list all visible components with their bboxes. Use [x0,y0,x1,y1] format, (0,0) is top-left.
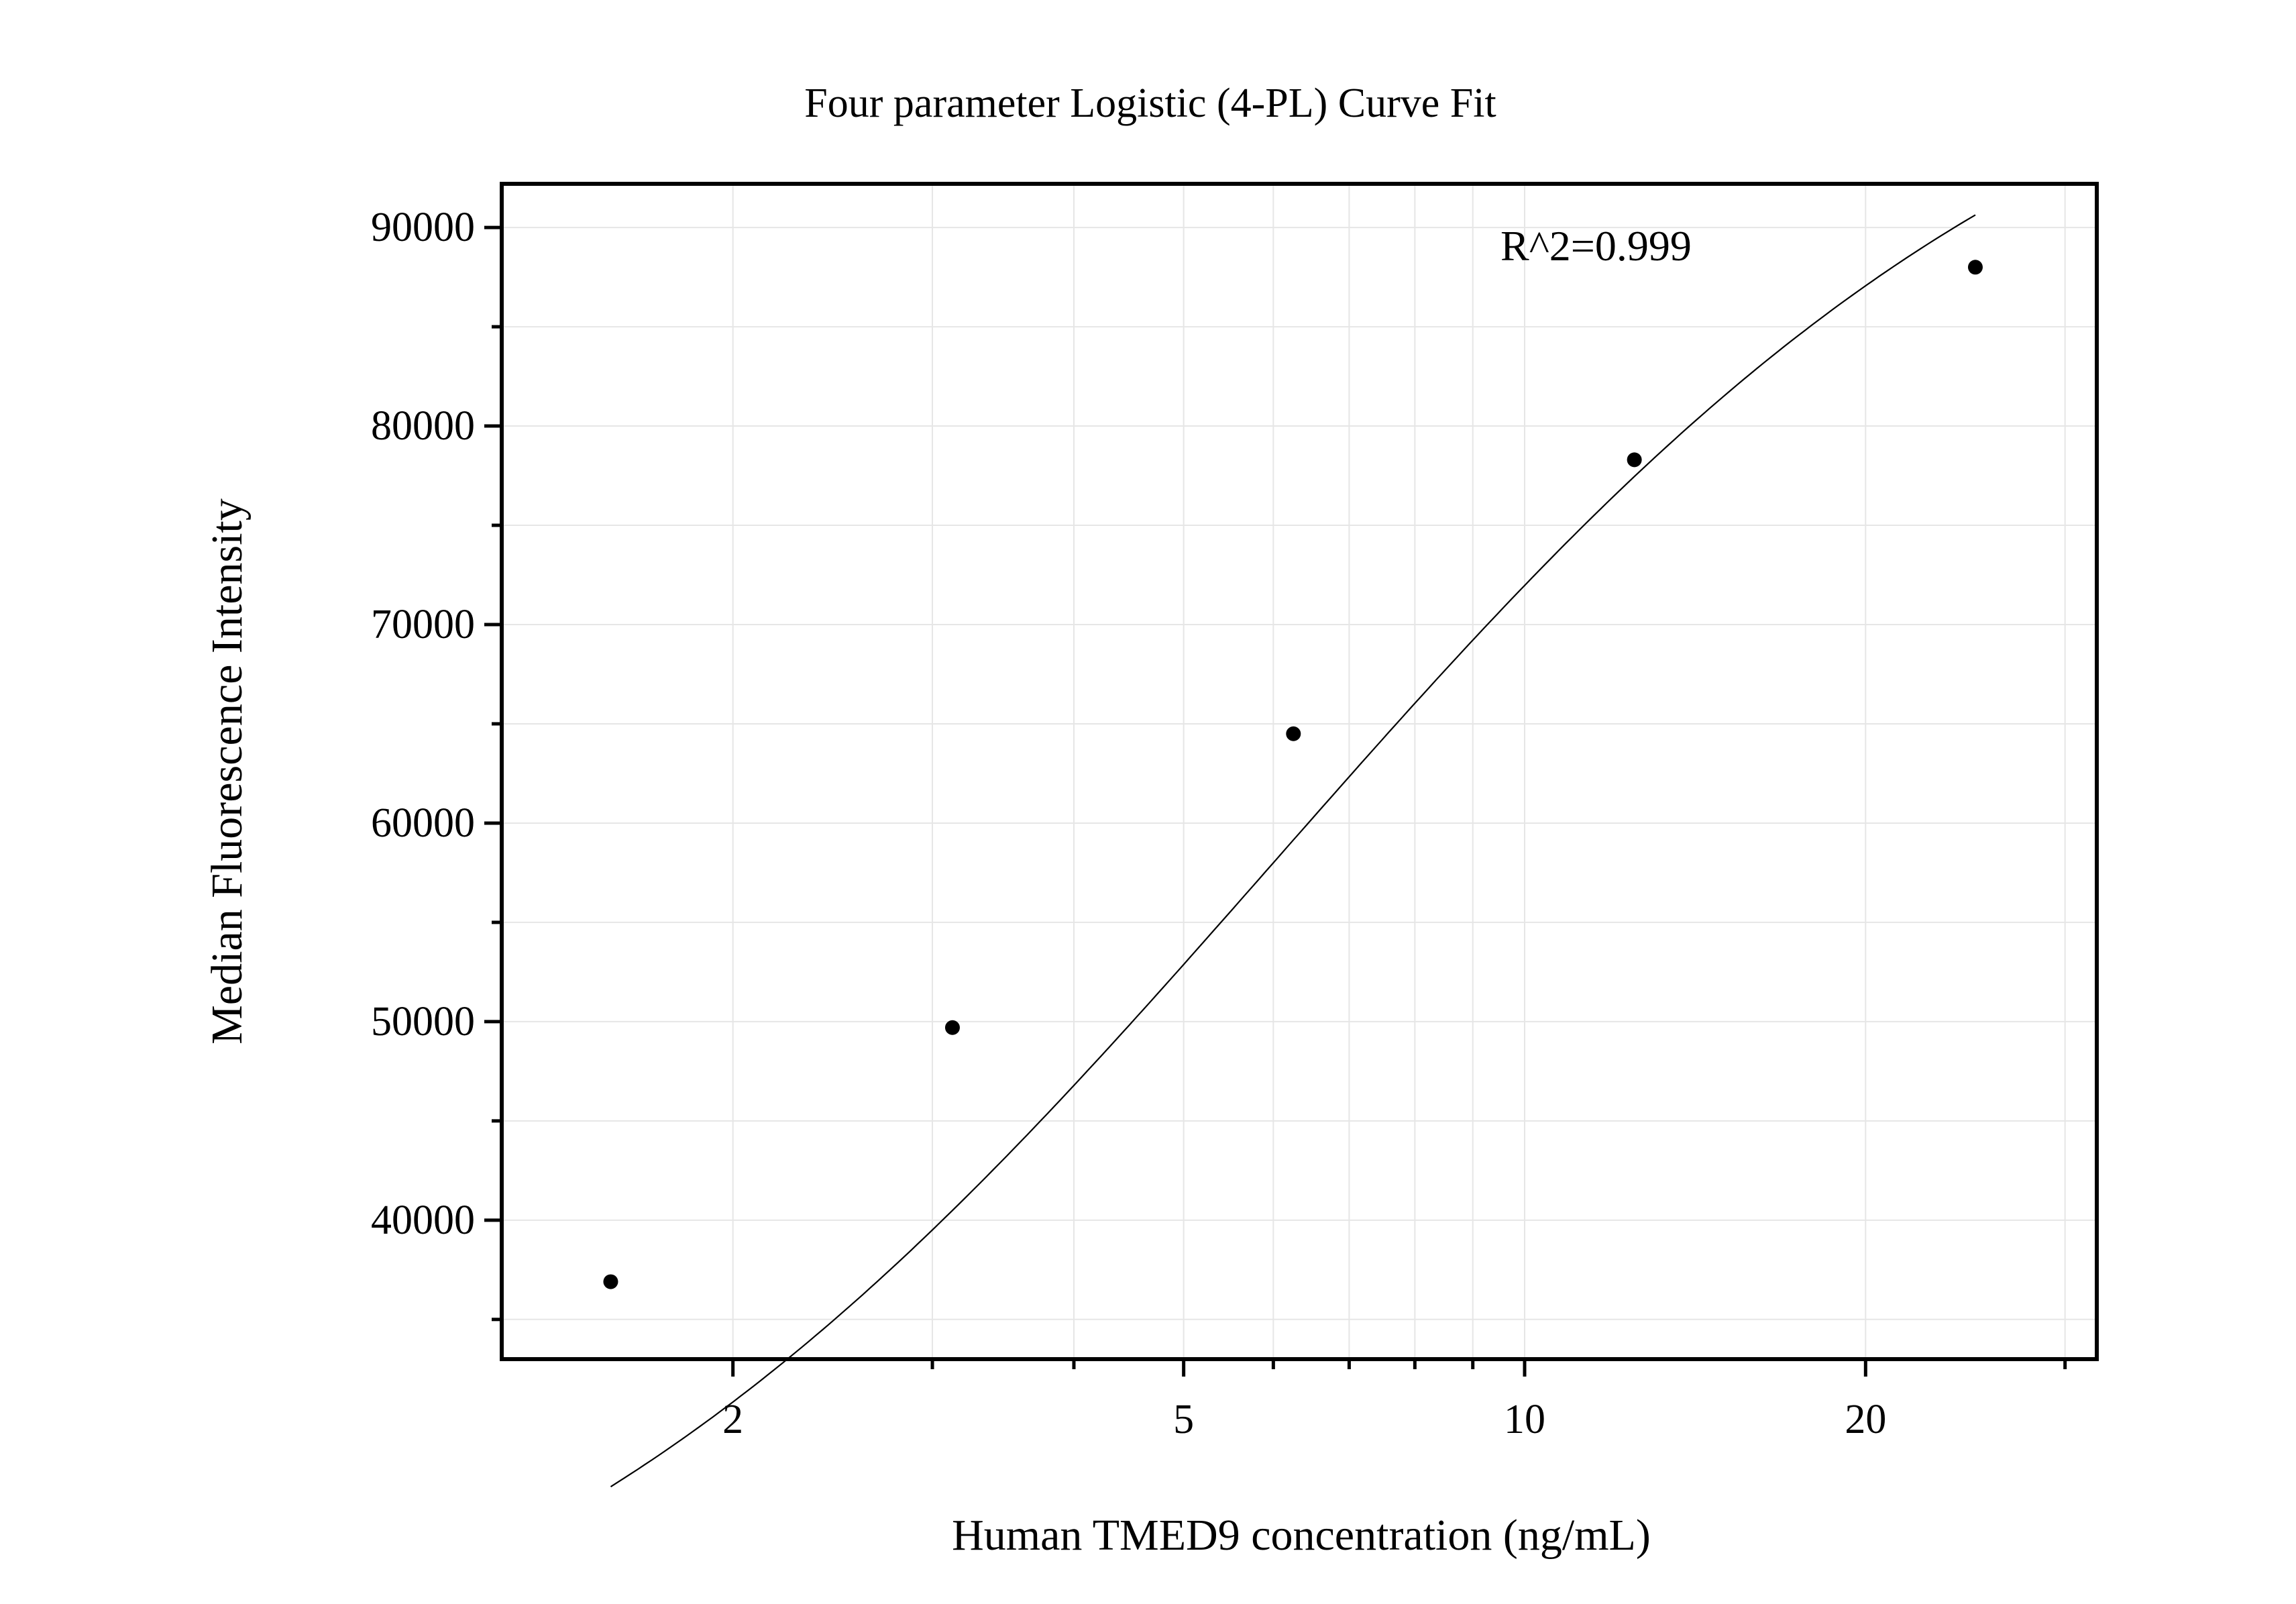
fit-curve [610,214,1976,1488]
x-tick-label: 5 [1173,1397,1194,1442]
y-axis-title: Median Fluorescence Intensity [203,498,252,1045]
x-tick-label: 10 [1504,1397,1545,1442]
x-axis-ticks [731,1359,2067,1377]
data-point [603,1274,618,1289]
y-tick-label: 40000 [371,1197,475,1243]
y-tick-label: 70000 [371,602,475,647]
data-point [1967,260,1983,275]
y-tick-label: 80000 [371,403,475,449]
y-axis-ticks [484,225,502,1322]
plot-frame [500,182,2099,1361]
x-axis-title: Human TMED9 concentration (ng/mL) [952,1511,1651,1560]
r-squared-annotation: R^2=0.999 [1500,222,1692,270]
x-tick-label: 20 [1845,1397,1886,1442]
fit-curve-layer [610,214,1976,1488]
data-points [603,260,1983,1289]
x-tick-label: 2 [722,1397,743,1442]
y-axis-tick-labels: 40000 50000 60000 70000 80000 90000 [371,205,475,1243]
y-tick-label: 50000 [371,999,475,1045]
data-point [1286,726,1301,741]
x-axis-tick-labels: 2 5 10 20 [722,1397,1886,1442]
data-point [1627,452,1642,468]
y-tick-label: 90000 [371,205,475,250]
y-tick-label: 60000 [371,800,475,846]
chart-title: Four parameter Logistic (4-PL) Curve Fit [804,81,1496,126]
data-point [944,1020,960,1035]
grid [502,184,2097,1359]
